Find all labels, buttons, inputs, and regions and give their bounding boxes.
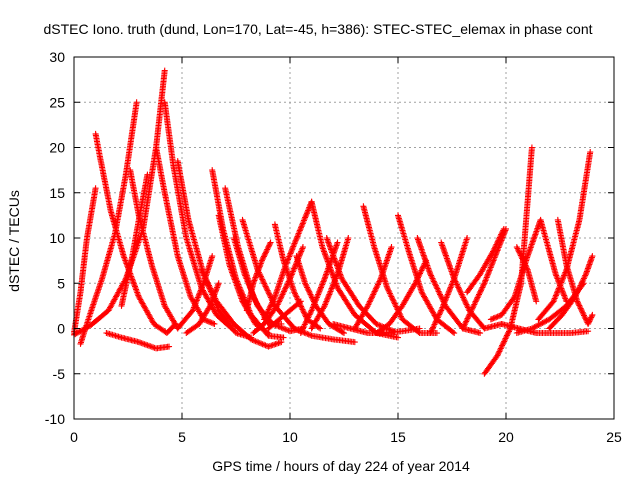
y-tick-label: -10 xyxy=(45,411,65,427)
series-1 xyxy=(71,185,99,336)
series-30 xyxy=(351,244,395,332)
chart-title: dSTEC Iono. truth (dund, Lon=170, Lat=-4… xyxy=(43,21,592,37)
series-18 xyxy=(243,239,274,314)
x-tick-label: 15 xyxy=(390,429,406,445)
data-point-markers xyxy=(261,198,315,323)
series-14 xyxy=(215,212,272,337)
series-8 xyxy=(153,144,218,327)
data-point-markers xyxy=(395,212,458,337)
data-point-markers xyxy=(271,221,324,332)
data-point-markers xyxy=(546,253,596,332)
y-tick-label: 20 xyxy=(49,140,65,156)
x-tick-label: 25 xyxy=(606,429,622,445)
data-point-markers xyxy=(323,235,397,335)
data-markers xyxy=(71,67,596,377)
series-4 xyxy=(92,130,179,336)
series-22 xyxy=(271,221,324,332)
series-37 xyxy=(464,225,507,296)
data-point-markers xyxy=(265,298,304,332)
x-axis-label: GPS time / hours of day 224 of year 2014 xyxy=(212,458,470,474)
data-point-markers xyxy=(153,144,218,327)
y-tick-label: 25 xyxy=(49,94,65,110)
y-tick-label: 0 xyxy=(57,321,65,337)
data-point-markers xyxy=(103,330,173,352)
series-45 xyxy=(513,244,540,305)
x-tick-label: 20 xyxy=(498,429,514,445)
series-31 xyxy=(395,212,458,337)
y-tick-label: -5 xyxy=(53,366,66,382)
series-2 xyxy=(77,99,140,347)
data-point-markers xyxy=(92,130,179,336)
data-point-markers xyxy=(198,266,285,350)
series-21 xyxy=(265,298,304,332)
data-point-markers xyxy=(127,167,216,332)
y-tick-label: 30 xyxy=(49,49,65,65)
data-point-markers xyxy=(71,185,99,336)
y-tick-label: 5 xyxy=(57,275,65,291)
series-27 xyxy=(323,235,397,335)
series-32 xyxy=(373,257,430,336)
series-17 xyxy=(239,216,358,346)
data-point-markers xyxy=(513,244,540,305)
x-tick-label: 5 xyxy=(178,429,186,445)
x-tick-label: 0 xyxy=(70,429,78,445)
data-point-markers xyxy=(373,257,430,336)
y-tick-label: 10 xyxy=(49,230,65,246)
data-point-markers xyxy=(464,225,507,296)
data-point-markers xyxy=(161,99,235,332)
series-7 xyxy=(103,330,173,352)
data-point-markers xyxy=(239,216,358,346)
axis-ticks: 0 5 10 15 20 25 -10 -5 0 5 10 15 20 25 30 xyxy=(45,49,622,445)
data-point-markers xyxy=(243,239,274,314)
y-tick-label: 15 xyxy=(49,185,65,201)
series-9 xyxy=(161,99,235,332)
series-20 xyxy=(261,198,315,323)
series-6 xyxy=(127,167,216,332)
series-12 xyxy=(198,266,285,350)
data-point-markers xyxy=(77,99,140,347)
series-44 xyxy=(546,253,596,332)
data-point-markers xyxy=(215,212,272,337)
y-axis-label: dSTEC / TECUs xyxy=(6,190,22,292)
x-tick-label: 10 xyxy=(282,429,298,445)
data-point-markers xyxy=(351,244,395,332)
